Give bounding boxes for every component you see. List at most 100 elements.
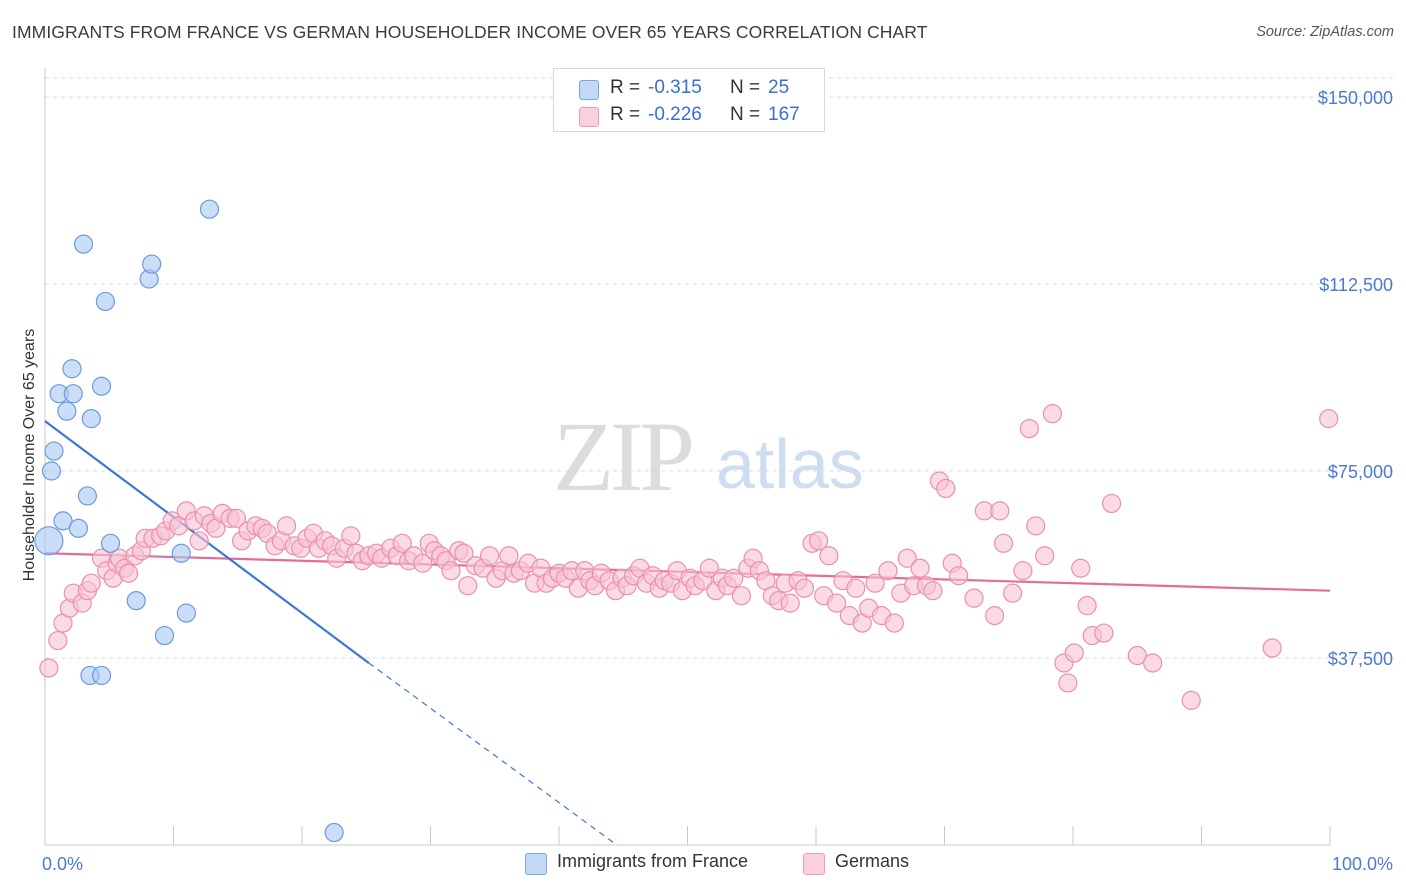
legend-n-label: N = [730, 104, 761, 125]
germans-point [1058, 673, 1078, 693]
y-tick-label: $112,500 [1319, 275, 1393, 295]
legend-r-value: -0.315 [648, 77, 702, 98]
germans-point [189, 531, 209, 551]
x-tick-label: 100.0% [1332, 854, 1393, 874]
germans-point [1019, 419, 1039, 439]
germans-point [923, 581, 943, 601]
france-trend-extension [368, 662, 618, 846]
legend-swatch-germans [579, 107, 599, 127]
data-points [34, 199, 1339, 843]
legend-n-label: N = [730, 77, 761, 98]
watermark-zip: ZIP [553, 401, 691, 512]
germans-point [81, 573, 101, 593]
germans-point [226, 508, 247, 528]
germans-point [699, 558, 719, 578]
france-point [142, 254, 162, 274]
germans-point [724, 568, 744, 588]
france-point [100, 533, 121, 553]
france-point [126, 591, 146, 611]
germans-point [458, 576, 478, 596]
france-point [41, 461, 62, 481]
france-point [154, 625, 175, 646]
germans-point [964, 588, 984, 608]
germans-point [897, 548, 917, 568]
france-point [34, 526, 64, 556]
france-point [176, 603, 196, 623]
tick-labels: $37,500 $75,000 $112,500 $150,000 0.0% 100.0% [42, 88, 1393, 874]
germans-point [846, 578, 866, 598]
france-point [53, 511, 73, 531]
france-point [324, 822, 344, 843]
germans-point [454, 543, 474, 563]
germans-point [780, 593, 800, 613]
legend-r-label: R = [610, 104, 641, 125]
france-point [199, 199, 220, 219]
germans-point [731, 586, 752, 606]
germans-point [819, 546, 839, 566]
germans-point [878, 561, 898, 581]
axes [44, 68, 1331, 846]
germans-point [865, 573, 885, 593]
germans-point [884, 613, 904, 633]
france-point [62, 359, 82, 379]
y-axis-title: Householder Income Over 65 years [21, 329, 38, 582]
france-point [91, 376, 112, 396]
france-point [68, 518, 89, 538]
germans-point [949, 566, 969, 586]
germans-point [936, 478, 956, 499]
france-point [63, 384, 83, 404]
legend-row-germans: R = -0.226 N = 167 [554, 104, 824, 128]
legend-n-value: 167 [768, 104, 800, 125]
france-point [81, 409, 101, 429]
watermark: ZIP atlas [553, 401, 864, 512]
germans-point [276, 516, 297, 536]
france-point [91, 665, 112, 686]
germans-point [48, 630, 68, 651]
germans-point [1003, 583, 1023, 603]
germans-point [1319, 409, 1339, 429]
france-point [95, 291, 115, 312]
legend-r-value: -0.226 [648, 104, 702, 125]
germans-point [794, 578, 815, 598]
germans-point [499, 546, 519, 566]
germans-point [990, 501, 1010, 521]
germans-point [1094, 623, 1114, 643]
france-point [171, 543, 191, 563]
germans-point [985, 606, 1005, 626]
germans-point [1035, 546, 1055, 566]
germans-point [1064, 643, 1084, 663]
germans-point [1143, 653, 1163, 673]
y-tick-label: $75,000 [1328, 462, 1393, 482]
legend-row-france: R = -0.315 N = 25 [554, 77, 824, 101]
y-tick-label: $150,000 [1318, 88, 1393, 108]
source-label: Source: ZipAtlas.com [1256, 24, 1394, 40]
france-point [77, 486, 98, 506]
germans-point [1127, 645, 1147, 666]
watermark-atlas: atlas [716, 425, 864, 503]
germans-point [39, 658, 59, 678]
legend: R = -0.315 N = 25 R = -0.226 N = 167 [553, 68, 825, 132]
bottom-legend-label-france: Immigrants from France [557, 851, 749, 871]
legend-n-value: 25 [768, 77, 790, 98]
x-tick-label: 0.0% [42, 854, 83, 874]
bottom-legend-label-germans: Germans [835, 851, 910, 871]
legend-r-label: R = [610, 77, 641, 98]
bottom-legend-swatch-france [525, 853, 547, 875]
germans-point [808, 531, 829, 551]
france-point [73, 234, 94, 254]
germans-point [392, 533, 412, 553]
france-point [57, 401, 77, 421]
germans-point [1042, 404, 1063, 424]
france-point [44, 441, 64, 461]
germans-point [1101, 493, 1122, 514]
germans-point [1077, 596, 1097, 616]
germans-point [1013, 561, 1033, 581]
legend-swatch-france [579, 80, 599, 100]
germans-point [1026, 516, 1046, 536]
germans-point [826, 593, 847, 613]
bottom-legend-swatch-germans [803, 853, 825, 875]
germans-point [413, 553, 433, 573]
germans-point [341, 526, 361, 546]
germans-point [480, 546, 500, 566]
